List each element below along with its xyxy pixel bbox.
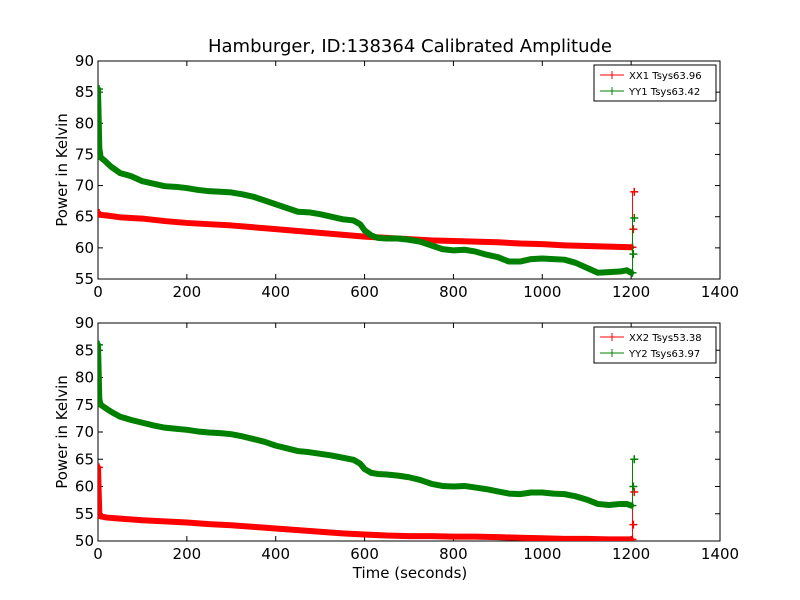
series-line <box>98 212 632 248</box>
y-tick-label: 60 <box>75 478 94 496</box>
data-point-marker <box>98 463 103 472</box>
x-tick-label: 400 <box>261 545 290 563</box>
y-tick-label: 70 <box>75 177 94 195</box>
x-tick-label: 800 <box>439 545 468 563</box>
data-point-marker <box>628 501 637 510</box>
series-2 <box>98 85 639 277</box>
y-tick-label: 75 <box>75 396 94 414</box>
legend-entry: YY2 Tsys63.97 <box>600 349 700 360</box>
x-tick-label: 1200 <box>612 283 650 301</box>
series-marker-band <box>98 341 635 509</box>
data-point-marker <box>628 535 637 541</box>
chart-title: Hamburger, ID:138364 Calibrated Amplitud… <box>208 36 612 57</box>
data-point-marker <box>630 455 639 464</box>
y-tick-label: 80 <box>75 369 94 387</box>
data-point-marker <box>630 187 639 196</box>
series-line <box>98 89 632 274</box>
data-point-marker <box>98 208 103 217</box>
y-tick-label: 90 <box>75 52 94 70</box>
bottom-panel: 0 200 400 600 800 1000 1200 1400 50 55 60 65 70 75 80 8… <box>53 314 739 582</box>
x-tick-label: 1200 <box>612 545 650 563</box>
legend: XX2 Tsys53.38 YY2 Tsys63.97 <box>593 326 717 364</box>
series-1 <box>98 187 639 252</box>
legend-label: XX2 Tsys53.38 <box>629 333 702 344</box>
x-tick-label: 600 <box>350 545 379 563</box>
y-tick-label: 85 <box>75 341 94 359</box>
x-tick-label: 1000 <box>523 545 561 563</box>
x-tick-label: 1400 <box>701 283 739 301</box>
legend-entry: XX1 Tsys63.96 <box>600 71 702 82</box>
x-tick-label: 1000 <box>523 283 561 301</box>
y-axis-label: Power in Kelvin <box>53 113 71 227</box>
data-point-marker <box>629 250 638 259</box>
data-point-marker <box>630 487 639 496</box>
legend-label: YY2 Tsys63.97 <box>628 349 700 360</box>
x-tick-label: 400 <box>261 283 290 301</box>
y-tick-label: 85 <box>75 83 94 101</box>
legend-entry: YY1 Tsys63.42 <box>600 87 700 98</box>
x-tick-label: 200 <box>173 283 202 301</box>
series-line <box>98 344 632 507</box>
series-1 <box>98 463 639 541</box>
y-tick-label: 55 <box>75 270 94 288</box>
y-tick-label: 50 <box>75 532 94 550</box>
y-tick-label: 75 <box>75 145 94 163</box>
x-tick-label: 800 <box>439 283 468 301</box>
y-tick-label: 65 <box>75 450 94 468</box>
legend-box <box>593 326 717 364</box>
y-axis-label: Power in Kelvin <box>53 375 71 489</box>
legend-label: YY1 Tsys63.42 <box>628 87 700 98</box>
series-2 <box>98 340 639 510</box>
legend-label: XX1 Tsys63.96 <box>629 71 702 82</box>
x-tick-label: 1400 <box>701 545 739 563</box>
legend: XX1 Tsys63.96 YY1 Tsys63.42 <box>593 64 717 102</box>
x-tick-label: 0 <box>93 283 103 301</box>
legend-entry: XX2 Tsys53.38 <box>600 333 702 344</box>
y-tick-label: 55 <box>75 505 94 523</box>
y-tick-label: 70 <box>75 423 94 441</box>
x-tick-label: 200 <box>173 545 202 563</box>
top-panel: 0 200 400 600 800 1000 1200 1400 55 60 65 70 75 80 85 9… <box>53 52 739 301</box>
x-tick-label: 600 <box>350 283 379 301</box>
x-tick-label: 0 <box>93 545 103 563</box>
data-point-marker <box>629 520 638 529</box>
y-tick-label: 65 <box>75 208 94 226</box>
axes-frame <box>97 60 721 280</box>
y-tick-label: 60 <box>75 239 94 257</box>
data-point-marker <box>98 85 103 94</box>
data-point-marker <box>630 213 639 222</box>
data-point-marker <box>98 340 103 349</box>
data-point-marker <box>628 268 637 277</box>
legend-box <box>593 64 717 102</box>
y-tick-label: 90 <box>75 314 94 332</box>
data-point-marker <box>629 482 638 491</box>
x-axis-label: Time (seconds) <box>352 564 468 582</box>
data-point-marker <box>629 225 638 234</box>
y-tick-label: 80 <box>75 114 94 132</box>
series-line <box>98 467 632 540</box>
series-marker-band <box>98 464 635 541</box>
